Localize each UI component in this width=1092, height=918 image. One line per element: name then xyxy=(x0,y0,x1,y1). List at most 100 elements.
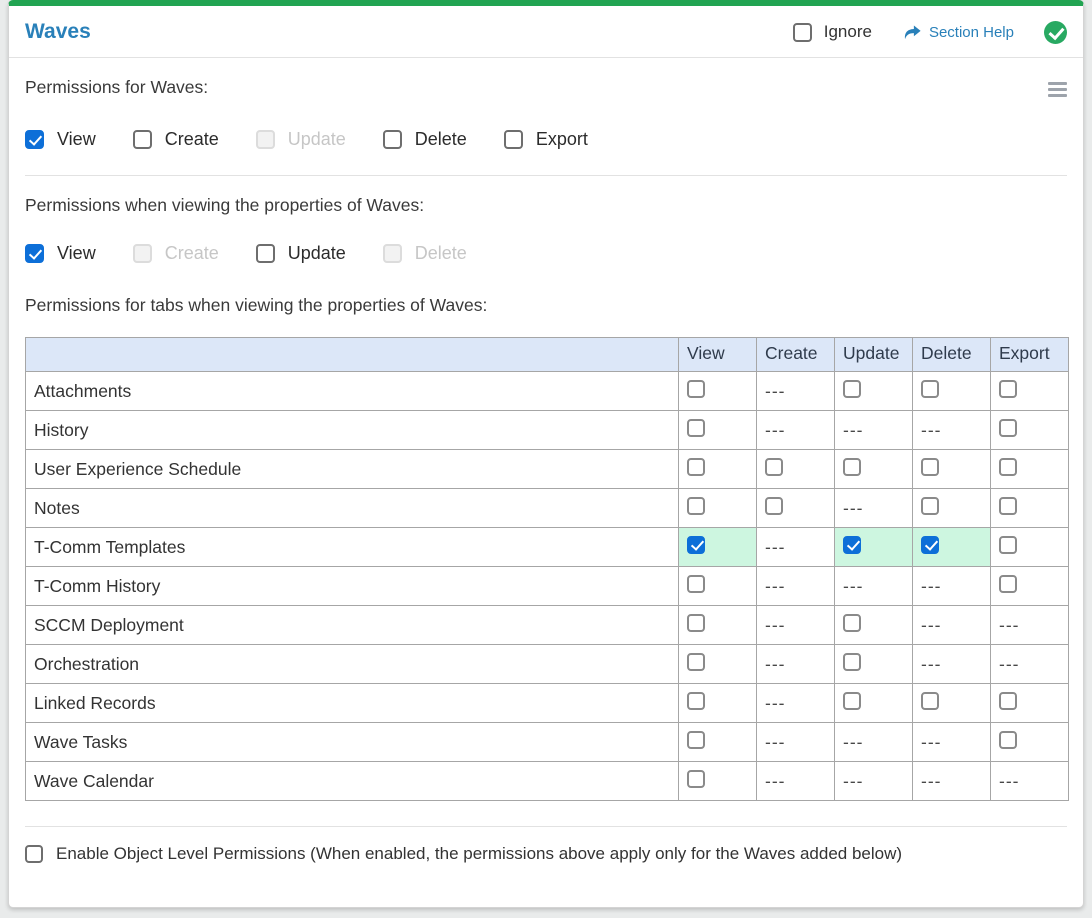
tab-name-cell: Linked Records xyxy=(25,683,679,723)
checkbox[interactable] xyxy=(503,130,523,149)
table-checkbox-delete[interactable] xyxy=(921,496,939,515)
table-checkbox-export[interactable] xyxy=(999,457,1017,476)
permission-cell-update-na: --- xyxy=(834,722,913,762)
table-checkbox-view[interactable] xyxy=(687,418,705,437)
checkbox[interactable] xyxy=(382,130,402,149)
permission-cell-export xyxy=(990,722,1069,762)
permission-cell-create-na: --- xyxy=(756,644,835,684)
table-checkbox-export[interactable] xyxy=(999,691,1017,710)
tab-name-cell: Notes xyxy=(25,488,679,528)
check-circle-icon xyxy=(1044,20,1067,44)
checkbox-label: Create xyxy=(164,243,219,263)
permission-cell-update xyxy=(834,683,913,723)
table-checkbox-export[interactable] xyxy=(999,496,1017,515)
permission-cell-view xyxy=(678,683,757,723)
table-row: Wave Calendar --- --- --- --- xyxy=(25,761,1069,801)
permission-cell-view xyxy=(678,566,757,606)
enable-object-level-permissions-wrap[interactable]: Enable Object Level Permissions (When en… xyxy=(25,844,1067,864)
table-checkbox-update[interactable] xyxy=(843,691,861,710)
table-row: SCCM Deployment --- --- --- xyxy=(25,605,1069,645)
permission-cell-update xyxy=(834,449,913,489)
table-checkbox-delete[interactable] xyxy=(921,379,939,398)
table-checkbox-view[interactable] xyxy=(687,496,705,515)
table-row: Linked Records --- xyxy=(25,683,1069,723)
table-row: Orchestration --- --- --- xyxy=(25,644,1069,684)
permission-cell-update-na: --- xyxy=(834,761,913,801)
table-checkbox-delete[interactable] xyxy=(921,535,939,554)
permission-cell-update-na: --- xyxy=(834,566,913,606)
ignore-checkbox[interactable] xyxy=(792,22,812,42)
table-checkbox-create[interactable] xyxy=(765,496,783,515)
checkbox xyxy=(382,244,402,263)
hamburger-menu-icon[interactable] xyxy=(1048,77,1067,102)
permission-checkbox-create[interactable]: Create xyxy=(132,129,219,150)
permission-cell-delete xyxy=(912,371,991,411)
table-checkbox-view[interactable] xyxy=(687,730,705,749)
column-header-update: Update xyxy=(834,337,913,372)
checkbox xyxy=(132,244,152,263)
table-checkbox-export[interactable] xyxy=(999,730,1017,749)
permission-cell-export xyxy=(990,683,1069,723)
table-checkbox-update[interactable] xyxy=(843,379,861,398)
permission-cell-create-na: --- xyxy=(756,566,835,606)
table-checkbox-view[interactable] xyxy=(687,457,705,476)
permission-cell-update xyxy=(834,605,913,645)
section-help-link[interactable]: Section Help xyxy=(902,24,1014,41)
permission-cell-view xyxy=(678,722,757,762)
permission-checkbox-delete[interactable]: Delete xyxy=(382,129,467,150)
table-checkbox-update[interactable] xyxy=(843,613,861,632)
checkbox[interactable] xyxy=(25,244,44,263)
table-checkbox-view[interactable] xyxy=(687,691,705,710)
table-checkbox-view[interactable] xyxy=(687,574,705,593)
table-row: Wave Tasks --- --- --- xyxy=(25,722,1069,762)
checkbox-label: Export xyxy=(535,129,588,149)
table-checkbox-view[interactable] xyxy=(687,613,705,632)
table-row: User Experience Schedule xyxy=(25,449,1069,489)
permission-cell-create-na: --- xyxy=(756,605,835,645)
table-checkbox-delete[interactable] xyxy=(921,691,939,710)
permission-cell-export-na: --- xyxy=(990,605,1069,645)
table-row: Notes --- xyxy=(25,488,1069,528)
checkbox[interactable] xyxy=(25,130,44,149)
table-checkbox-export[interactable] xyxy=(999,418,1017,437)
table-checkbox-update[interactable] xyxy=(843,457,861,476)
table-checkbox-export[interactable] xyxy=(999,574,1017,593)
table-checkbox-view[interactable] xyxy=(687,379,705,398)
table-row: Attachments --- xyxy=(25,371,1069,411)
permission-checkbox-delete: Delete xyxy=(382,243,467,264)
waves-permissions-card: Waves Ignore Section Help Permissions fo… xyxy=(8,0,1084,908)
checkbox-label: Delete xyxy=(414,243,467,263)
permission-checkbox-update[interactable]: Update xyxy=(255,243,346,264)
table-checkbox-view[interactable] xyxy=(687,769,705,788)
table-row: T-Comm Templates --- xyxy=(25,527,1069,567)
permission-cell-delete-na: --- xyxy=(912,605,991,645)
checkbox[interactable] xyxy=(255,244,275,263)
section-help-label: Section Help xyxy=(928,23,1014,41)
permission-cell-view xyxy=(678,644,757,684)
permission-cell-create-na: --- xyxy=(756,761,835,801)
permission-checkbox-export[interactable]: Export xyxy=(503,129,588,150)
table-checkbox-view[interactable] xyxy=(687,535,705,554)
ignore-checkbox-wrap[interactable]: Ignore xyxy=(792,22,872,42)
table-checkbox-update[interactable] xyxy=(843,535,861,554)
tab-permissions-table: View Create Update Delete Export Attachments… xyxy=(25,337,1069,801)
table-checkbox-create[interactable] xyxy=(765,457,783,476)
permission-cell-update xyxy=(834,527,913,567)
table-checkbox-export[interactable] xyxy=(999,379,1017,398)
table-checkbox-delete[interactable] xyxy=(921,457,939,476)
tab-name-cell: Attachments xyxy=(25,371,679,411)
permission-checkbox-view[interactable]: View xyxy=(25,243,96,264)
checkbox xyxy=(255,130,275,149)
permission-cell-export xyxy=(990,566,1069,606)
table-checkbox-view[interactable] xyxy=(687,652,705,671)
permission-cell-export xyxy=(990,527,1069,567)
permission-checkbox-view[interactable]: View xyxy=(25,129,96,150)
table-checkbox-update[interactable] xyxy=(843,652,861,671)
tab-name-cell: Orchestration xyxy=(25,644,679,684)
checkbox[interactable] xyxy=(132,130,152,149)
checkbox-label: Update xyxy=(287,129,346,149)
enable-object-level-permissions-checkbox[interactable] xyxy=(25,845,43,863)
forward-arrow-icon xyxy=(904,24,921,39)
permission-cell-view xyxy=(678,449,757,489)
table-checkbox-export[interactable] xyxy=(999,535,1017,554)
